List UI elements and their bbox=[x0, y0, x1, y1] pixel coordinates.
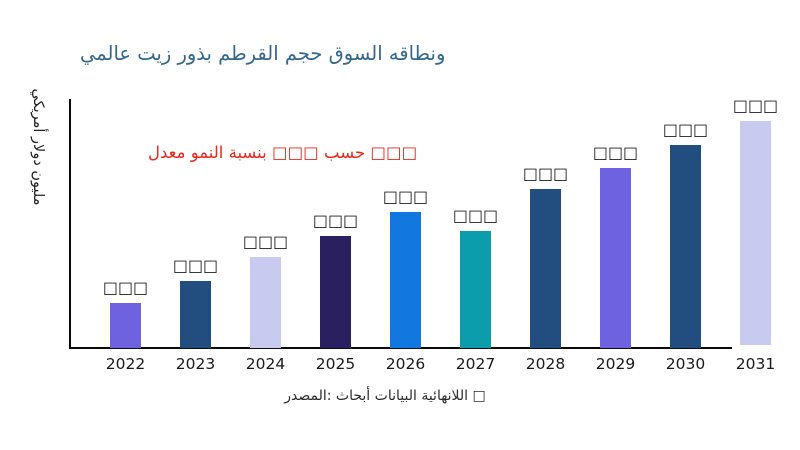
bar-2026 bbox=[390, 212, 421, 348]
bar-value-label-2028: □□□ bbox=[522, 164, 569, 183]
x-tick-label-2024: 2024 bbox=[245, 355, 286, 373]
bar-2031 bbox=[740, 121, 771, 345]
bar-value-label-2022: □□□ bbox=[102, 278, 149, 297]
x-tick-label-2022: 2022 bbox=[105, 355, 146, 373]
x-tick-label-2031: 2031 bbox=[735, 355, 776, 373]
word: ونطاقه bbox=[388, 42, 446, 65]
word: عالمي bbox=[80, 42, 132, 65]
bar-2028 bbox=[530, 189, 561, 348]
word: □ bbox=[472, 388, 486, 404]
word: اللانهائية bbox=[421, 388, 469, 404]
bar-value-label-2030: □□□ bbox=[662, 120, 709, 139]
bar-value-label-2023: □□□ bbox=[172, 256, 219, 275]
word: أبحاث bbox=[335, 388, 371, 404]
x-tick-label-2028: 2028 bbox=[525, 355, 566, 373]
bar-2025 bbox=[320, 236, 351, 348]
bar-2030 bbox=[670, 145, 701, 348]
bar-value-label-2029: □□□ bbox=[592, 143, 639, 162]
bar-value-label-2024: □□□ bbox=[242, 232, 289, 251]
x-tick-label-2027: 2027 bbox=[455, 355, 496, 373]
word: معدل bbox=[148, 143, 186, 162]
x-tick-label-2026: 2026 bbox=[385, 355, 426, 373]
word: حسب bbox=[324, 143, 366, 162]
word: زيت bbox=[137, 42, 172, 65]
bar-2024 bbox=[250, 257, 281, 348]
bar-2029 bbox=[600, 168, 631, 348]
bar-2022 bbox=[110, 303, 141, 348]
x-tick-label-2030: 2030 bbox=[665, 355, 706, 373]
word: القرطم bbox=[218, 42, 279, 65]
word: البيانات bbox=[374, 388, 417, 404]
x-tick-label-2025: 2025 bbox=[315, 355, 356, 373]
bar-value-label-2026: □□□ bbox=[382, 187, 429, 206]
x-tick-label-2023: 2023 bbox=[175, 355, 216, 373]
bar-2027 bbox=[460, 231, 491, 348]
chart-title: عالمي زيت بذور القرطم حجم السوق ونطاقه bbox=[80, 42, 445, 65]
word: □□□ bbox=[271, 143, 319, 162]
growth-annotation: معدل النمو بنسبة □□□ حسب □□□ bbox=[148, 143, 417, 163]
bar-value-label-2025: □□□ bbox=[312, 211, 359, 230]
bar-value-label-2027: □□□ bbox=[452, 206, 499, 225]
bar-2023 bbox=[180, 281, 211, 348]
word: المصدر: bbox=[284, 388, 332, 404]
word: بذور bbox=[177, 42, 212, 65]
y-axis-line bbox=[69, 99, 71, 349]
word: حجم bbox=[284, 42, 323, 65]
bar-value-label-2031: □□□ bbox=[732, 96, 779, 115]
word: بنسبة bbox=[228, 143, 267, 162]
word: □□□ bbox=[370, 143, 418, 162]
source-note: المصدر: أبحاث البيانات اللانهائية □ bbox=[284, 388, 486, 404]
word: النمو bbox=[190, 143, 224, 162]
x-tick-label-2029: 2029 bbox=[595, 355, 636, 373]
x-axis-line bbox=[69, 347, 732, 349]
word: السوق bbox=[328, 42, 383, 65]
